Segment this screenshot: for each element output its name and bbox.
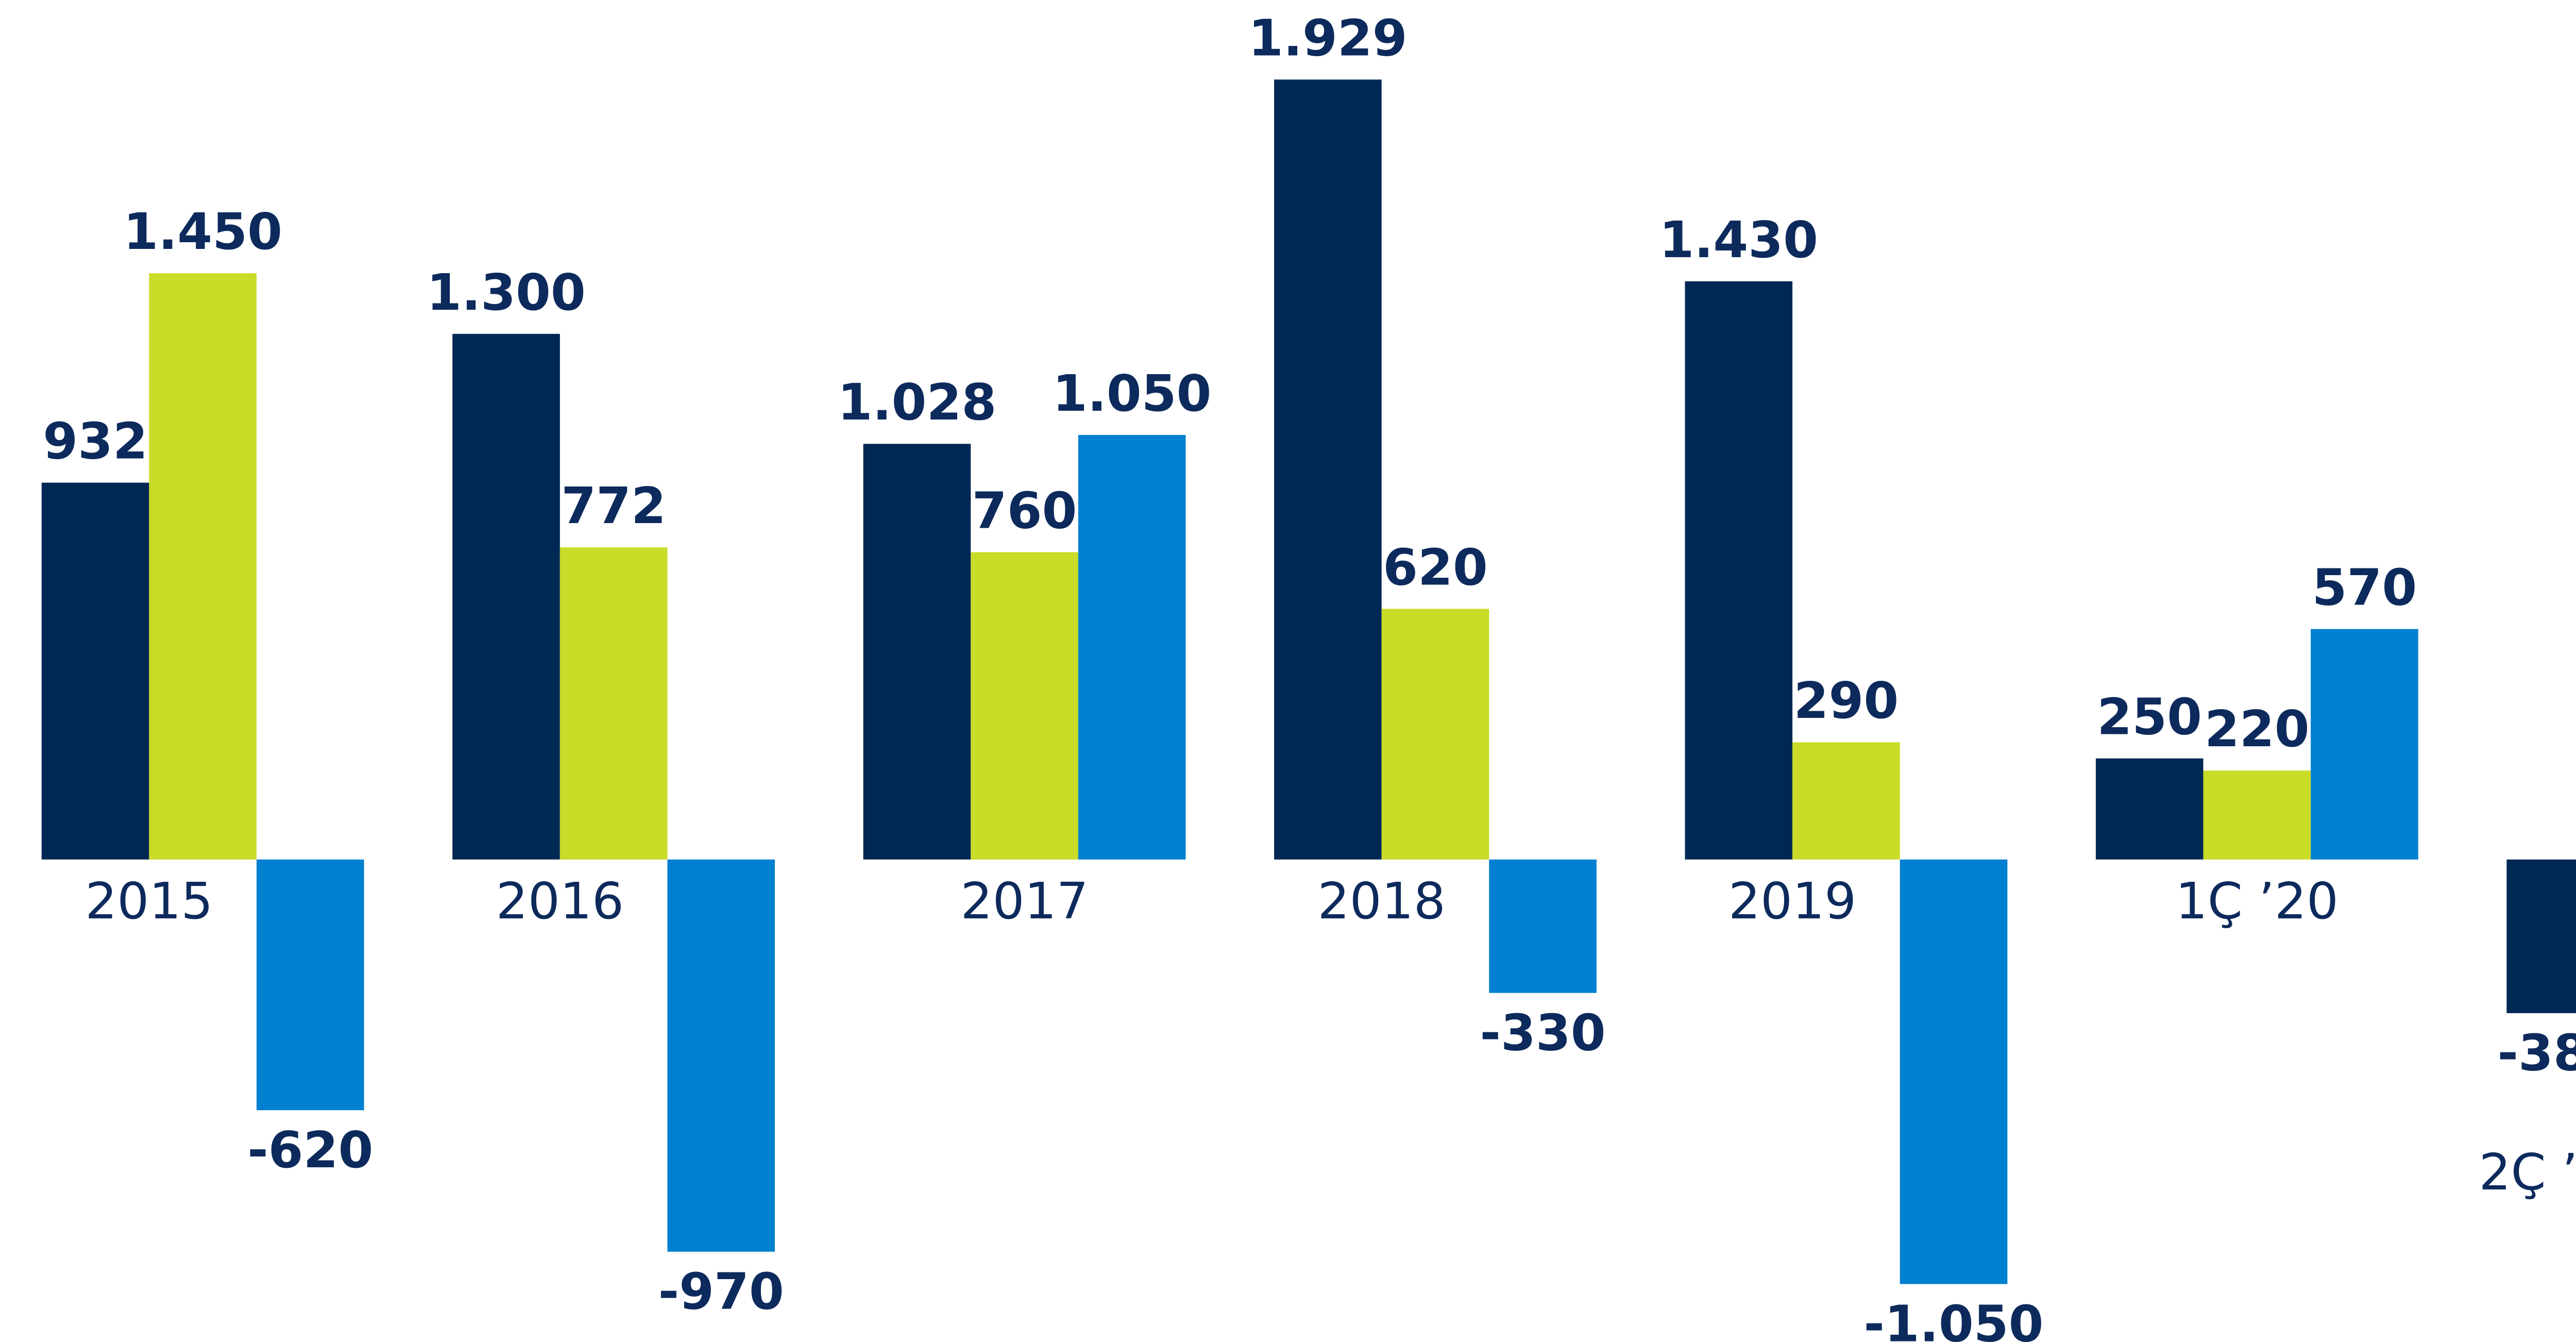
value-label: -970: [658, 1263, 784, 1321]
value-label: 620: [1383, 538, 1488, 596]
value-label: 932: [43, 412, 148, 471]
category-label: 2015: [85, 872, 213, 930]
value-label: 250: [2097, 688, 2202, 746]
value-label: 1.050: [1053, 364, 1212, 423]
value-label: 1.028: [838, 373, 997, 431]
value-label: 1.450: [123, 203, 282, 261]
bar: [863, 444, 971, 860]
bar: [971, 552, 1078, 860]
bar: [2203, 770, 2311, 860]
bar: [1274, 79, 1382, 860]
value-label: 220: [2205, 700, 2310, 758]
value-label: -1.050: [1863, 1295, 2043, 1342]
category-label: 1Ç ’20: [2176, 872, 2338, 930]
value-label: 570: [2312, 559, 2417, 617]
bar: [2095, 758, 2204, 860]
bar: [256, 859, 364, 1111]
value-label: 1.430: [1659, 211, 1818, 269]
bar: [1078, 434, 1186, 860]
category-label: 2Ç ’20: [2479, 1143, 2576, 1201]
value-label: 1.300: [427, 263, 586, 322]
bar: [1381, 609, 1489, 860]
category-label: 2017: [960, 872, 1088, 930]
bar: [560, 547, 668, 860]
bar: [1792, 742, 1900, 860]
category-label: 2018: [1318, 872, 1446, 930]
category-label: 2019: [1728, 872, 1856, 930]
value-label: 772: [561, 477, 666, 535]
value-label: 760: [972, 482, 1077, 540]
value-label: -330: [1480, 1003, 1605, 1062]
bar: [149, 273, 257, 860]
value-label: 1.929: [1248, 9, 1408, 67]
bar: [1685, 281, 1793, 860]
bar: [41, 482, 149, 860]
bar: [1489, 859, 1597, 993]
value-label: -380: [2498, 1024, 2576, 1082]
bar: [2311, 629, 2418, 860]
bar: [452, 333, 560, 860]
value-label: 290: [1794, 672, 1899, 730]
bar: [1900, 859, 2008, 1284]
bar: [667, 859, 775, 1252]
value-label: -620: [247, 1121, 373, 1179]
bar: [2506, 859, 2576, 1013]
category-label: 2016: [496, 872, 624, 930]
